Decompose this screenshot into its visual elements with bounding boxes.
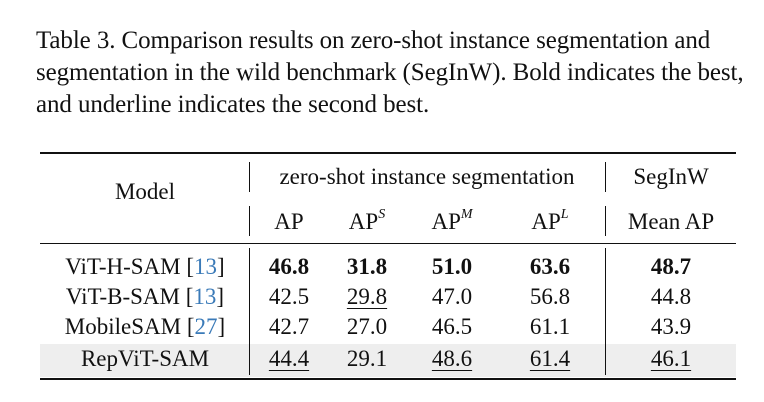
highlight-row-background	[40, 344, 736, 377]
column-separator-left	[249, 162, 251, 192]
header-ap-label: AP	[531, 209, 561, 234]
row-model: ViT-B-SAM [13]	[65, 284, 225, 309]
cell-ap-small: 29.8	[346, 284, 388, 309]
cell-ap-small: 31.8	[346, 254, 388, 279]
citation-link[interactable]: 13	[194, 254, 218, 279]
header-ap-small: APS	[349, 208, 385, 236]
cell-mean-ap: 48.7	[650, 254, 692, 279]
cell-ap-large: 61.4	[529, 346, 571, 371]
row-model: ViT-H-SAM [13]	[65, 254, 225, 279]
row-model: RepViT-SAM	[80, 346, 210, 371]
column-separator-right	[605, 206, 607, 236]
model-name: ViT-B-SAM	[65, 284, 186, 309]
header-sup-l: L	[560, 207, 569, 222]
column-separator-right	[605, 162, 607, 192]
cell-ap-medium: 47.0	[431, 284, 473, 309]
column-separator-right	[605, 248, 607, 375]
cell-ap-large: 63.6	[529, 254, 571, 279]
cell-mean-ap: 43.9	[650, 314, 692, 339]
header-model: Model	[114, 179, 176, 204]
cell-ap-small: 27.0	[346, 314, 388, 339]
header-group-seginw: SegInW	[633, 164, 709, 189]
header-group-zero-shot: zero-shot instance segmentation	[279, 164, 575, 189]
top-rule	[40, 152, 736, 155]
row-model: MobileSAM [27]	[64, 314, 226, 339]
cell-ap-medium: 51.0	[431, 254, 473, 279]
header-ap-medium: APM	[431, 208, 472, 236]
header-mean-ap: Mean AP	[627, 209, 715, 234]
mid-rule	[40, 243, 736, 245]
citation-link[interactable]: 13	[193, 284, 217, 309]
table-caption: Table 3. Comparison results on zero-shot…	[36, 27, 744, 118]
cell-ap: 42.5	[268, 284, 310, 309]
header-ap-label: AP	[431, 209, 461, 234]
cell-ap-large: 61.1	[529, 314, 571, 339]
header-sup-m: M	[460, 207, 473, 222]
model-name: MobileSAM	[64, 314, 187, 339]
cell-ap-medium: 48.6	[431, 346, 473, 371]
column-separator-left	[249, 206, 251, 236]
bottom-rule	[40, 378, 736, 381]
cell-ap-medium: 46.5	[431, 314, 473, 339]
cell-mean-ap: 46.1	[650, 346, 692, 371]
model-name: ViT-H-SAM	[65, 254, 187, 279]
header-ap-label: AP	[348, 209, 379, 234]
cell-ap-large: 56.8	[529, 284, 571, 309]
cell-ap: 42.7	[268, 314, 310, 339]
cell-ap: 46.8	[268, 254, 310, 279]
header-ap: AP	[274, 209, 304, 234]
citation-link[interactable]: 27	[194, 314, 218, 339]
column-separator-left	[249, 248, 251, 375]
header-sup-s: S	[378, 207, 386, 222]
cell-mean-ap: 44.8	[650, 284, 692, 309]
header-ap-large: APL	[531, 208, 568, 236]
cell-ap-small: 29.1	[346, 346, 388, 371]
cell-ap: 44.4	[268, 346, 310, 371]
